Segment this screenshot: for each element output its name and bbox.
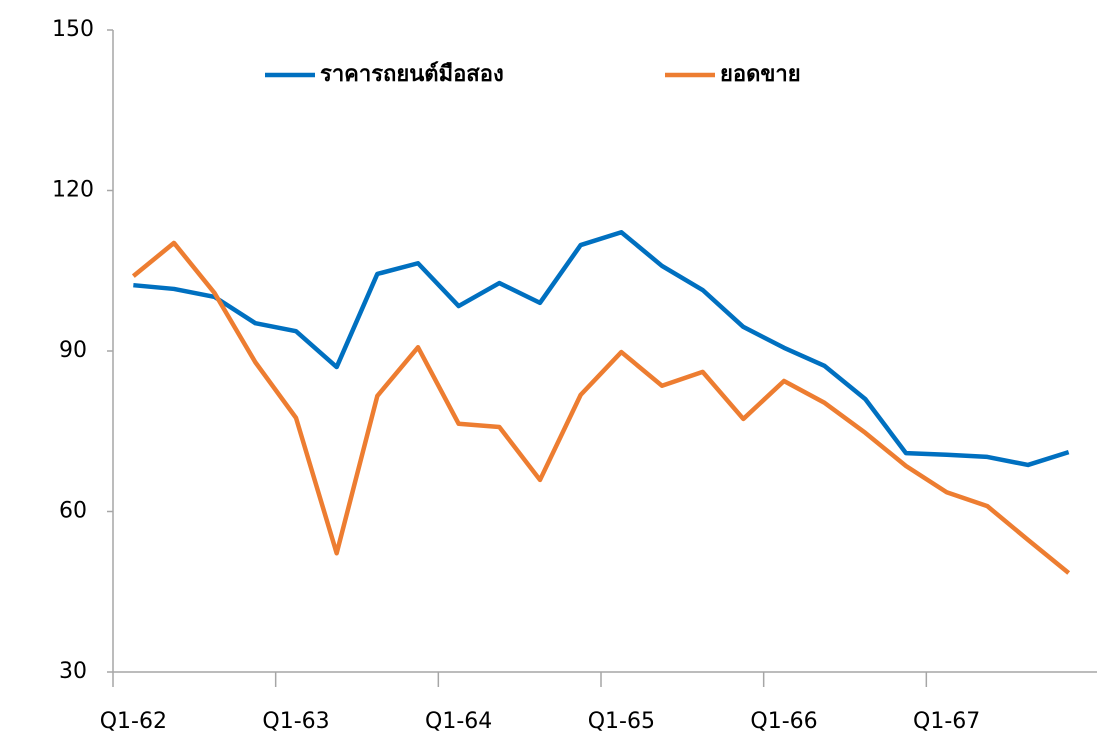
x-tick-label: Q1-63	[262, 709, 329, 734]
y-tick-label: 30	[59, 659, 87, 684]
x-tick-label: Q1-64	[425, 709, 492, 734]
y-tick-label: 150	[52, 17, 94, 42]
y-tick-label: 90	[59, 338, 87, 363]
legend-label: ยอดขาย	[720, 62, 801, 87]
x-tick-label: Q1-65	[588, 709, 655, 734]
x-tick-label: Q1-67	[913, 709, 980, 734]
x-tick-label: Q1-62	[100, 709, 167, 734]
legend-label: ราคารถยนต์มือสอง	[320, 61, 504, 87]
series-line	[133, 229, 1070, 468]
y-tick-label: 60	[59, 499, 87, 524]
y-tick-label: 120	[52, 178, 94, 203]
x-tick-label: Q1-66	[750, 709, 817, 734]
series-line	[131, 240, 1071, 575]
